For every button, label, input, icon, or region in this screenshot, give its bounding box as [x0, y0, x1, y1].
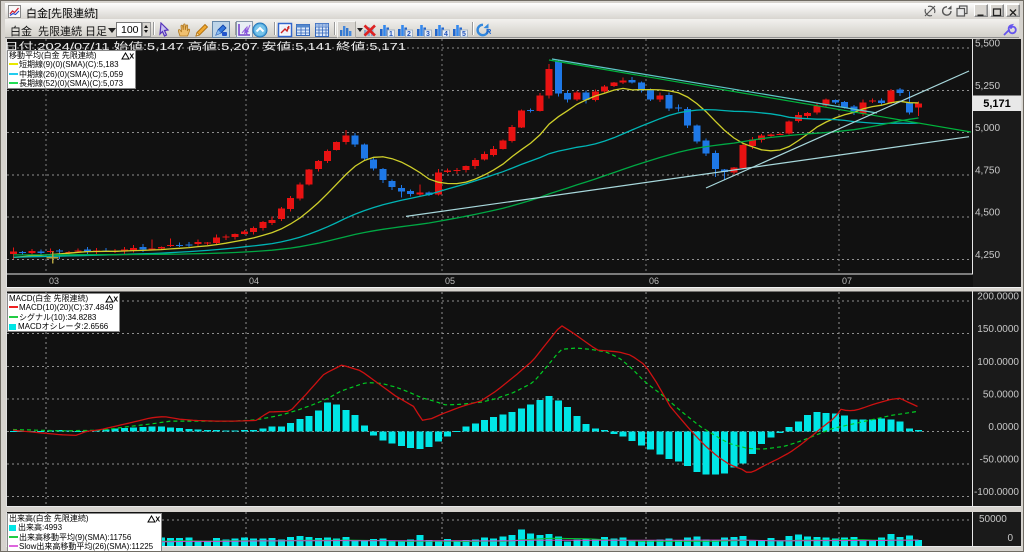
svg-text:150.0000: 150.0000	[977, 324, 1019, 335]
svg-text:2: 2	[407, 31, 411, 38]
svg-text:5,500: 5,500	[975, 39, 1000, 50]
svg-text:3: 3	[426, 31, 430, 38]
svg-text:03: 03	[49, 276, 59, 286]
svg-text:-100.0000: -100.0000	[974, 487, 1019, 498]
svg-text:日付:2024/07/11 始値:5,147 高値:5,20: 日付:2024/07/11 始値:5,147 高値:5,207 安値:5,141…	[4, 40, 407, 53]
svg-text:4,250: 4,250	[975, 250, 1000, 261]
svg-text:5,171: 5,171	[983, 98, 1011, 110]
svg-text:0.0000: 0.0000	[988, 422, 1019, 433]
svg-text:R: R	[486, 27, 491, 36]
svg-text:5,250: 5,250	[975, 81, 1000, 92]
svg-text:04: 04	[249, 276, 259, 286]
svg-text:0: 0	[1007, 533, 1013, 544]
svg-text:200.0000: 200.0000	[977, 292, 1019, 303]
svg-text:07: 07	[842, 276, 852, 286]
svg-text:100.0000: 100.0000	[977, 357, 1019, 368]
svg-text:50000: 50000	[979, 514, 1007, 525]
svg-text:06: 06	[649, 276, 659, 286]
svg-text:4: 4	[444, 31, 448, 38]
svg-text:5,000: 5,000	[975, 123, 1000, 134]
svg-text:-50.0000: -50.0000	[980, 455, 1020, 466]
svg-text:50.0000: 50.0000	[983, 389, 1020, 400]
svg-text:1: 1	[389, 31, 393, 38]
svg-text:5: 5	[462, 31, 466, 38]
svg-text:05: 05	[445, 276, 455, 286]
svg-text:4,500: 4,500	[975, 208, 1000, 219]
svg-text:4,750: 4,750	[975, 165, 1000, 176]
